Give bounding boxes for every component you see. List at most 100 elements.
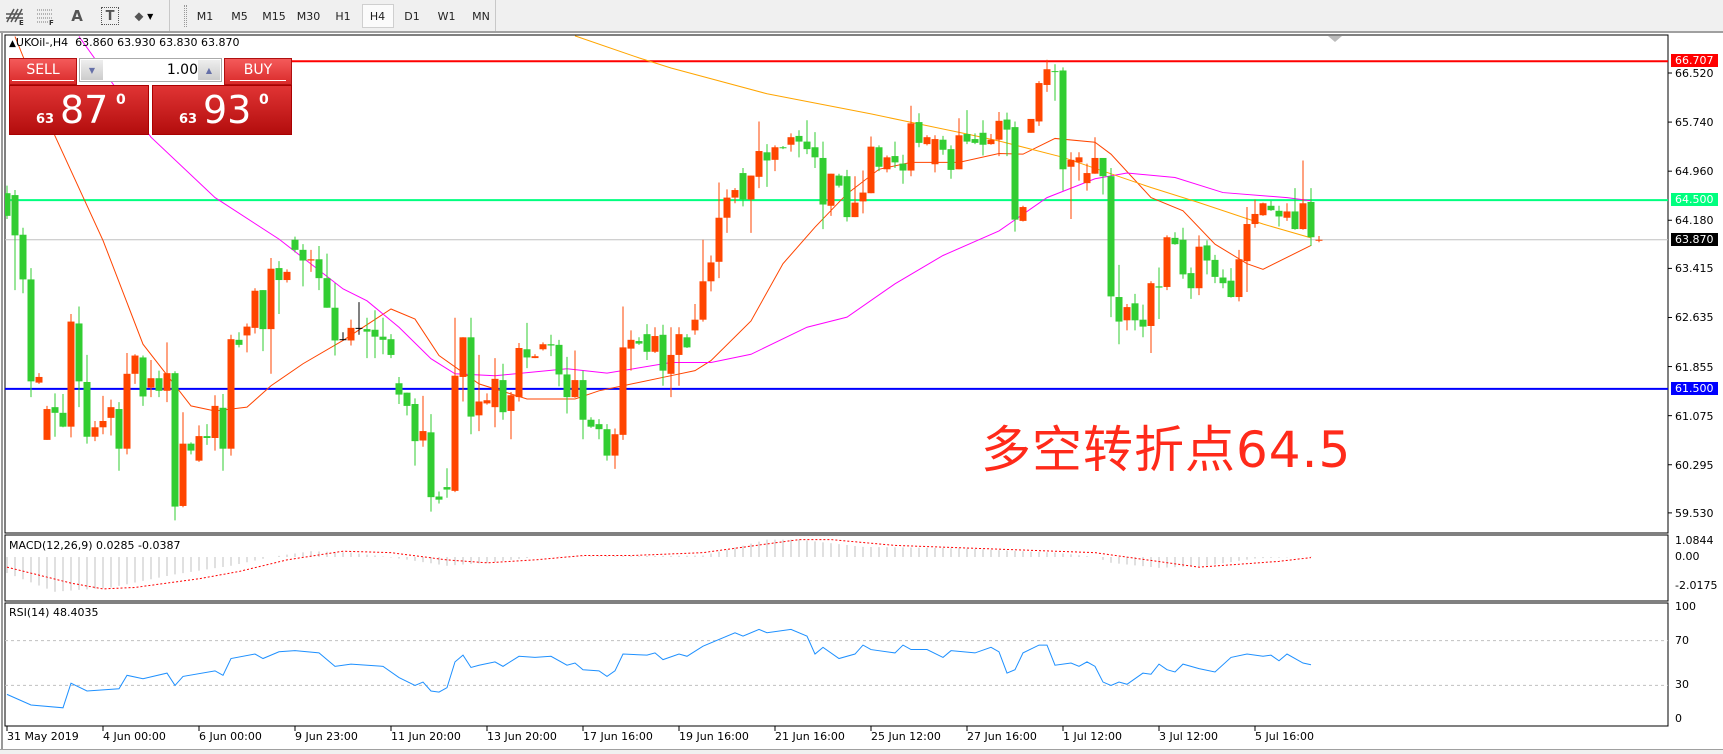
time-axis-label: 6 Jun 00:00 — [199, 730, 262, 743]
candle-body — [739, 173, 747, 200]
timeframe-m1[interactable]: M1 — [196, 9, 214, 23]
time-axis-label: 21 Jun 16:00 — [775, 730, 845, 743]
candle-body — [459, 337, 467, 377]
candle-body — [691, 319, 699, 331]
candle-body — [1203, 245, 1211, 261]
moving-average-line — [14, 36, 1312, 412]
candle-body — [523, 349, 531, 358]
timeframe-h4[interactable]: H4 — [361, 4, 394, 28]
candle-body — [91, 427, 99, 437]
text-label-icon[interactable]: T — [101, 7, 119, 25]
candle-body — [1099, 157, 1107, 177]
candle-body — [339, 339, 347, 341]
fibonacci-expansion-icon[interactable]: E — [2, 5, 28, 27]
candle-body — [19, 234, 27, 280]
time-axis-label: 3 Jul 12:00 — [1159, 730, 1218, 743]
arrows-icon[interactable]: ⬥ ▼ — [134, 8, 154, 23]
candle-body — [363, 329, 371, 332]
candle-body — [251, 290, 259, 328]
timeframe-mn[interactable]: MN — [472, 9, 490, 23]
candle-body — [1043, 69, 1051, 85]
price-level-label: 61.500 — [1671, 381, 1718, 395]
candle-body — [235, 339, 243, 345]
candle-body — [475, 401, 483, 416]
lot-size-input[interactable] — [104, 61, 198, 79]
time-axis-label: 19 Jun 16:00 — [679, 730, 749, 743]
sell-button[interactable]: SELL — [9, 58, 77, 85]
chart-window[interactable] — [0, 33, 1723, 749]
rsi-line — [6, 628, 1312, 709]
fibonacci-fan-icon[interactable]: F — [32, 5, 58, 27]
candle-body — [555, 344, 563, 375]
candle-body — [67, 321, 75, 427]
candle-body — [603, 429, 611, 456]
candle-body — [299, 249, 307, 261]
candle-body — [651, 336, 659, 352]
decrease-lot-button[interactable]: ▼ — [81, 60, 103, 80]
candle-body — [1147, 283, 1155, 326]
candle-body — [227, 339, 235, 449]
candle-body — [899, 163, 907, 171]
time-axis-label: 1 Jul 12:00 — [1063, 730, 1122, 743]
candle-body — [867, 146, 875, 194]
candle-body — [1211, 259, 1219, 277]
candle-body — [563, 374, 571, 398]
ohlc-readout: 63.860 63.930 63.830 63.870 — [75, 36, 240, 49]
rsi-axis-tick: 0 — [1675, 712, 1682, 725]
candle-body — [539, 344, 547, 350]
candle-body — [891, 156, 899, 163]
candle-body — [811, 147, 819, 158]
price-axis-tick: 59.530 — [1675, 506, 1714, 520]
candle-body — [131, 355, 139, 374]
candle-body — [659, 334, 667, 371]
candle-body — [83, 381, 91, 437]
time-axis-label: 13 Jun 20:00 — [487, 730, 557, 743]
candle-body — [995, 120, 1003, 140]
candle-body — [1275, 210, 1283, 217]
sell-label: SELL — [12, 62, 74, 81]
timeframe-m5[interactable]: M5 — [231, 9, 248, 23]
chart-tabs-bar[interactable] — [0, 749, 1723, 754]
toolbar-grip[interactable] — [184, 5, 187, 27]
text-icon[interactable]: A — [71, 7, 83, 25]
buy-button[interactable]: BUY — [224, 58, 292, 85]
increase-lot-button[interactable]: ▲ — [198, 60, 220, 80]
sell-price-button[interactable]: 63 87 0 — [9, 85, 149, 135]
price-axis-tick: 62.635 — [1675, 311, 1714, 325]
candle-body — [827, 173, 835, 206]
candle-body — [875, 147, 883, 167]
collapse-triangle-icon[interactable]: ▲ — [9, 39, 16, 49]
chart-annotation-text[interactable]: 多空转折点64.5 — [981, 421, 1352, 479]
candle-body — [395, 383, 403, 395]
chart-shift-marker — [1328, 36, 1342, 42]
candle-body — [595, 424, 603, 430]
candle-body — [1315, 239, 1323, 241]
timeframe-m15[interactable]: M15 — [262, 9, 286, 23]
candle-body — [1235, 259, 1243, 298]
candle-body — [427, 432, 435, 498]
svg-text:F: F — [49, 19, 54, 26]
candle-body — [683, 337, 691, 348]
macd-title: MACD(12,26,9) 0.0285 -0.0387 — [9, 539, 181, 552]
candle-body — [819, 157, 827, 205]
candle-body — [1051, 71, 1059, 73]
timeframe-h1[interactable]: H1 — [335, 9, 351, 23]
candle-body — [803, 141, 811, 150]
candle-body — [1163, 237, 1171, 287]
candle-body — [59, 412, 67, 427]
buy-price-main: 93 — [203, 88, 252, 132]
timeframe-m30[interactable]: M30 — [296, 9, 321, 23]
candle-body — [699, 281, 707, 320]
chart-canvas[interactable] — [0, 33, 1723, 749]
candle-body — [707, 262, 715, 282]
candle-body — [883, 157, 891, 170]
timeframe-w1[interactable]: W1 — [437, 9, 456, 23]
timeframe-d1[interactable]: D1 — [404, 9, 420, 23]
rsi-axis-tick: 70 — [1675, 633, 1689, 647]
macd-axis-tick: 0.00 — [1675, 550, 1700, 563]
candle-body — [139, 357, 147, 397]
price-level-label: 66.707 — [1671, 54, 1718, 68]
buy-price-button[interactable]: 63 93 0 — [152, 85, 292, 135]
candle-body — [1267, 205, 1275, 211]
candle-body — [155, 378, 163, 391]
